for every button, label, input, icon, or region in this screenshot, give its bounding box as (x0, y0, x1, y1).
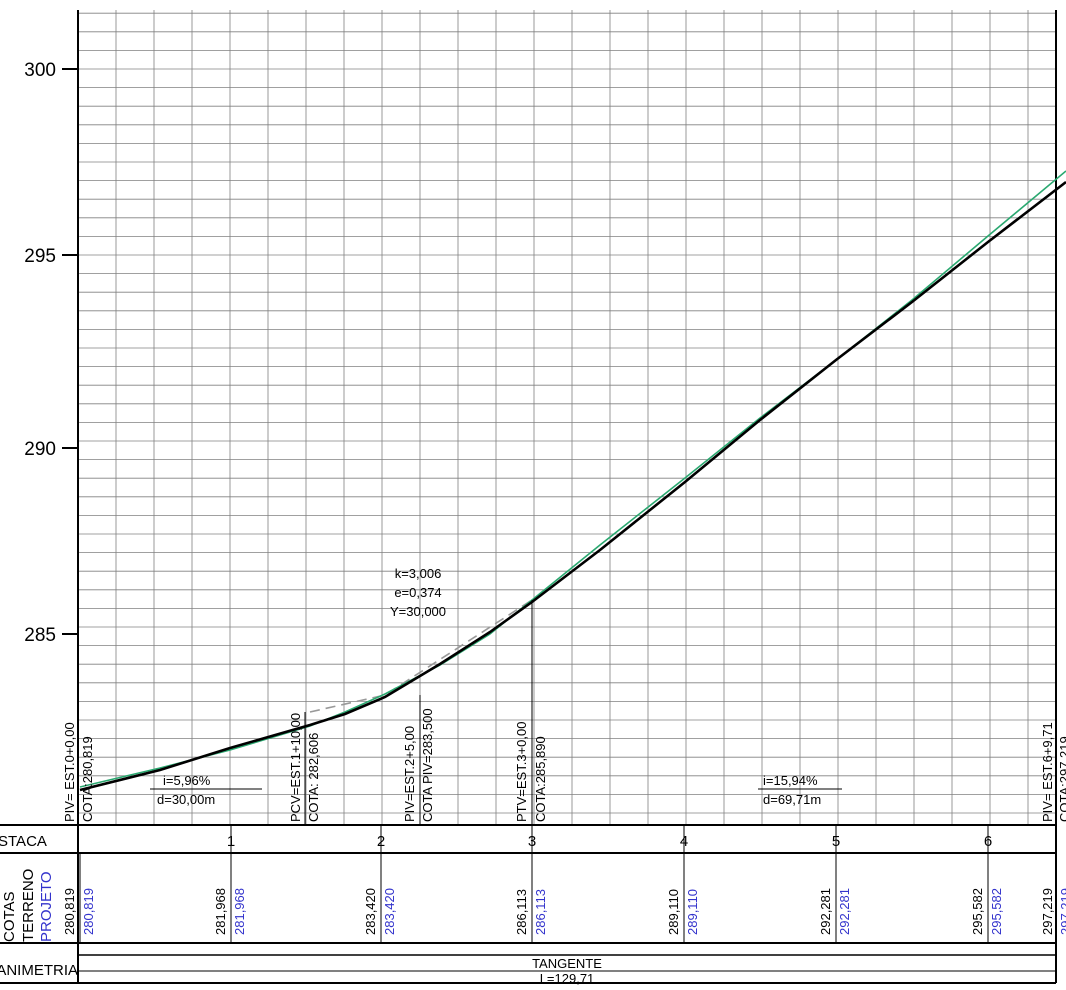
cota-terreno: 280,819 (62, 888, 77, 935)
cota-terreno: 292,281 (818, 888, 833, 935)
point-cota: COTA PIV=283,500 (420, 708, 435, 822)
station-label: 1 (227, 833, 235, 850)
planimetria-row-label: PLANIMETRIA (0, 962, 78, 979)
cota-projeto: 292,281 (837, 888, 852, 935)
cotas-values: 280,819 280,819 281,968 281,968 283,420 … (62, 853, 1066, 943)
point-cota: COTA:285,890 (533, 736, 548, 822)
point-cota: COTA:280,819 (80, 736, 95, 822)
point-station: PIV= EST.0+0,00 (62, 722, 77, 822)
vertical-curve-info: k=3,006 e=0,374 Y=30,000 (390, 566, 446, 619)
cota-terreno: 295,582 (970, 888, 985, 935)
cota-projeto: 280,819 (81, 888, 96, 935)
cotas-row-label: COTAS (1, 891, 18, 942)
grade-annotation: i=5,96% d=30,00m (150, 773, 262, 807)
station-label: 5 (832, 833, 840, 850)
y-tick: 295 (24, 246, 78, 267)
terreno-row-label: TERRENO (20, 869, 37, 942)
cota-projeto: 286,113 (533, 889, 548, 935)
vertical-point-label: PIV= EST.6+9,71 COTA:297,219 (1040, 722, 1066, 822)
projeto-row-label: PROJETO (38, 871, 55, 942)
point-station: PIV= EST.6+9,71 (1040, 722, 1055, 822)
vertical-point-label: PTV=EST.3+0,00 COTA:285,890 (514, 722, 548, 822)
vertical-point-label: PIV=EST.2+5,00 COTA PIV=283,500 (402, 708, 435, 822)
profile-grade-line (79, 180, 1066, 792)
cota-terreno: 286,113 (514, 889, 529, 935)
station-label: 3 (528, 833, 536, 850)
terrain-line (79, 170, 1066, 788)
point-cota: COTA: 282,606 (306, 733, 321, 822)
vertical-point-label: PIV= EST.0+0,00 COTA:280,819 (62, 722, 95, 822)
grade-i: i=15,94% (763, 773, 818, 788)
cota-terreno: 297,219 (1040, 888, 1055, 935)
cota-column: 292,281 292,281 (818, 853, 852, 943)
point-station: PCV=EST.1+10,00 (288, 713, 303, 822)
point-cota: COTA:297,219 (1057, 736, 1066, 822)
cota-column: 297,219 297,219 (1040, 888, 1066, 935)
grid (78, 10, 1056, 825)
cota-projeto: 289,110 (685, 889, 700, 935)
grade-annotation: i=15,94% d=69,71m (758, 773, 842, 807)
y-tick-label: 300 (24, 60, 56, 81)
cota-terreno: 283,420 (363, 888, 378, 935)
y-tick-label: 295 (24, 246, 56, 267)
curve-k: k=3,006 (395, 566, 442, 581)
cota-column: 281,968 281,968 (213, 853, 247, 943)
cota-column: 289,110 289,110 (666, 853, 700, 943)
station-label: 6 (984, 833, 992, 850)
vertical-point-label: PCV=EST.1+10,00 COTA: 282,606 (288, 713, 321, 822)
planimetria-length: L=129,71 (540, 971, 595, 986)
y-tick: 285 (24, 625, 78, 646)
curve-y: Y=30,000 (390, 604, 446, 619)
grade-d: d=69,71m (763, 792, 821, 807)
point-station: PTV=EST.3+0,00 (514, 722, 529, 822)
planimetria-type: TANGENTE (532, 956, 602, 971)
y-axis: 300 295 290 285 (24, 60, 78, 646)
station-labels: 1 2 3 4 5 6 (227, 833, 992, 850)
cota-column: 283,420 283,420 (363, 853, 397, 943)
cota-terreno: 281,968 (213, 888, 228, 935)
cota-projeto: 297,219 (1058, 888, 1066, 935)
station-label: 2 (377, 833, 385, 850)
cota-projeto: 283,420 (382, 888, 397, 935)
y-tick-label: 285 (24, 625, 56, 646)
grade-i: i=5,96% (163, 773, 211, 788)
cota-column: 286,113 286,113 (514, 853, 548, 943)
curve-e: e=0,374 (394, 585, 441, 600)
station-label: 4 (680, 833, 688, 850)
y-tick: 300 (24, 60, 78, 81)
estaca-row-label: ESTACA (0, 833, 47, 850)
grade-d: d=30,00m (157, 792, 215, 807)
point-station: PIV=EST.2+5,00 (402, 726, 417, 822)
cota-projeto: 295,582 (989, 888, 1004, 935)
y-tick: 290 (24, 439, 78, 460)
cota-projeto: 281,968 (232, 888, 247, 935)
tangent-dashed-line (309, 599, 533, 713)
cota-terreno: 289,110 (666, 889, 681, 935)
cota-column: 295,582 295,582 (970, 853, 1004, 943)
y-tick-label: 290 (24, 439, 56, 460)
cota-column: 280,819 280,819 (62, 853, 96, 943)
